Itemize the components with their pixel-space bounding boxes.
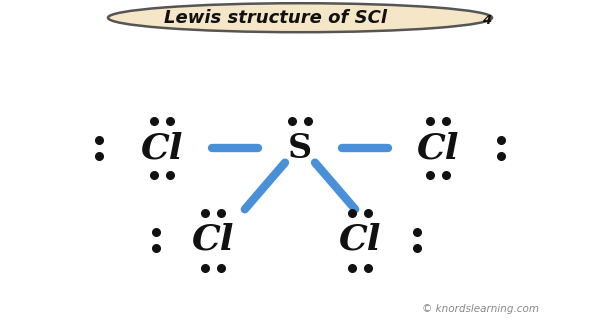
Text: 4: 4 (482, 14, 491, 27)
Text: Lewis structure of SCl: Lewis structure of SCl (164, 9, 388, 27)
Text: Cl: Cl (141, 131, 183, 165)
Text: Cl: Cl (417, 131, 459, 165)
Text: S: S (288, 132, 312, 165)
Ellipse shape (108, 3, 492, 32)
Text: Cl: Cl (339, 223, 381, 257)
Text: Cl: Cl (192, 223, 234, 257)
Text: © knordslearning.com: © knordslearning.com (421, 304, 539, 314)
